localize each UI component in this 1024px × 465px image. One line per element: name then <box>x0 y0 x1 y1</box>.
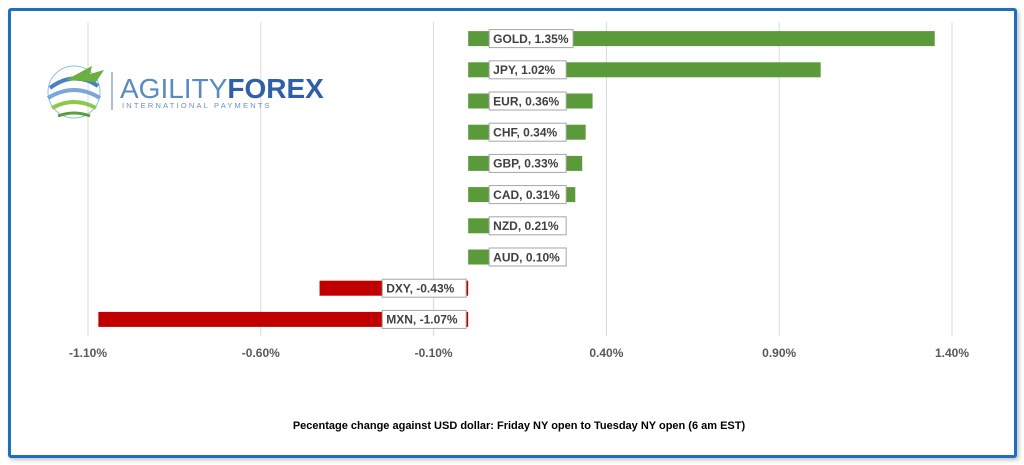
x-tick-label: 0.40% <box>589 346 623 360</box>
data-label-gold: GOLD, 1.35% <box>488 29 574 49</box>
logo-tagline: INTERNATIONAL PAYMENTS <box>122 101 272 110</box>
bar-mxn <box>98 311 469 327</box>
x-tick-label: -0.10% <box>415 346 453 360</box>
svg-text:CHF, 0.34%: CHF, 0.34% <box>493 126 557 140</box>
svg-text:GBP, 0.33%: GBP, 0.33% <box>493 157 558 171</box>
data-labels: GOLD, 1.35% JPY, 1.02% EUR, 0.36% CHF, 0.34… <box>381 29 574 329</box>
svg-text:DXY, -0.43%: DXY, -0.43% <box>386 282 454 296</box>
logo-text-agility: AGILITY <box>120 73 228 104</box>
agility-forex-logo: AGILITYFOREX INTERNATIONAL PAYMENTS <box>46 65 324 119</box>
svg-text:AUD, 0.10%: AUD, 0.10% <box>493 250 560 264</box>
logo-text-forex: FOREX <box>227 73 324 104</box>
data-label-nzd: NZD, 0.21% <box>488 216 567 236</box>
data-label-jpy: JPY, 1.02% <box>488 60 567 80</box>
data-label-gbp: GBP, 0.33% <box>488 153 567 173</box>
logo-text: AGILITYFOREX <box>120 73 324 104</box>
data-label-cad: CAD, 0.31% <box>488 185 567 205</box>
data-label-aud: AUD, 0.10% <box>488 247 567 267</box>
x-tick-label: -0.60% <box>242 346 280 360</box>
svg-text:EUR, 0.36%: EUR, 0.36% <box>493 94 559 108</box>
data-label-dxy: DXY, -0.43% <box>381 278 467 298</box>
svg-text:NZD, 0.21%: NZD, 0.21% <box>493 219 559 233</box>
svg-text:MXN, -1.07%: MXN, -1.07% <box>386 313 458 327</box>
data-label-mxn: MXN, -1.07% <box>381 309 467 329</box>
svg-text:GOLD, 1.35%: GOLD, 1.35% <box>493 32 569 46</box>
x-axis-title: Pecentage change against USD dollar: Fri… <box>293 420 746 432</box>
bar-gold <box>468 31 935 47</box>
svg-text:CAD, 0.31%: CAD, 0.31% <box>493 188 560 202</box>
x-tick-label: -1.10% <box>69 346 107 360</box>
data-label-eur: EUR, 0.36% <box>488 91 567 111</box>
x-tick-label: 0.90% <box>762 346 796 360</box>
svg-text:JPY, 1.02%: JPY, 1.02% <box>493 63 555 77</box>
data-label-chf: CHF, 0.34% <box>488 122 567 142</box>
globe-icon <box>46 65 104 119</box>
x-tick-label: 1.40% <box>935 346 969 360</box>
x-axis-tick-labels: -1.10% -0.60% -0.10% 0.40% 0.90% 1.40% <box>69 346 969 360</box>
